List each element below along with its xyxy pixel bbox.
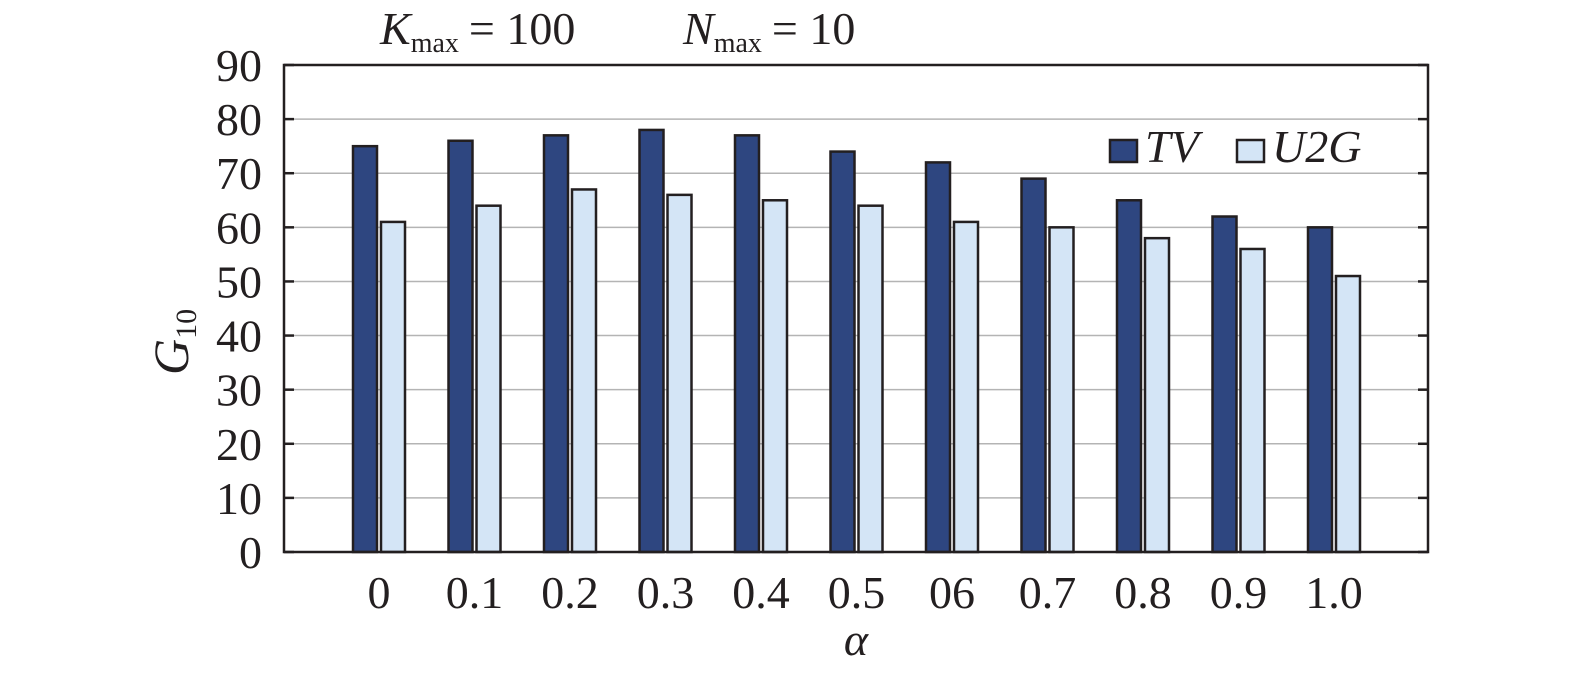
y-tick-label: 80 — [216, 94, 262, 145]
tick-marks — [284, 63, 1428, 554]
x-tick-label: 1.0 — [1305, 567, 1363, 618]
y-axis-label: G10 — [143, 309, 203, 375]
chart-title: Kmax = 100 Nmax = 10 — [379, 3, 855, 59]
x-tick-label: 0 — [368, 567, 391, 618]
bar-u2g-3 — [666, 193, 693, 554]
y-tick-label: 40 — [216, 311, 262, 362]
bar-u2g-5 — [857, 204, 884, 554]
bar-tv-9 — [1211, 215, 1238, 554]
bar-tv-2 — [542, 134, 570, 554]
y-axis-label-sub: 10 — [170, 309, 203, 339]
x-tick-labels: 0 0.1 0.2 0.3 0.4 0.5 06 0.7 0.8 0.9 1.0 — [368, 567, 1363, 618]
x-tick-label: 0.7 — [1019, 567, 1077, 618]
x-tick-label: 0.5 — [828, 567, 886, 618]
title-k-sub: max — [411, 28, 459, 59]
y-tick-label: 10 — [216, 473, 262, 524]
legend-label-u2g: U2G — [1272, 121, 1361, 172]
bar-tv-4 — [733, 134, 761, 554]
y-tick-label: 60 — [216, 202, 262, 253]
y-tick-label: 70 — [216, 148, 262, 199]
plot-frame — [282, 63, 1430, 554]
x-tick-label: 0.1 — [446, 567, 504, 618]
bar-u2g-7 — [1048, 226, 1075, 554]
bar-tv-5 — [829, 150, 856, 554]
bar-u2g-4 — [761, 199, 789, 554]
bar-tv-8 — [1115, 199, 1143, 554]
grid-lines — [284, 118, 1428, 499]
x-tick-label: 06 — [929, 567, 975, 618]
bars-group — [351, 128, 1362, 554]
bar-u2g-8 — [1143, 236, 1171, 554]
x-tick-label: 0.4 — [732, 567, 790, 618]
x-tick-label: 0.2 — [541, 567, 599, 618]
bar-tv-1 — [447, 139, 474, 554]
bar-u2g-0 — [379, 220, 407, 554]
bar-u2g-6 — [952, 220, 980, 554]
bar-u2g-10 — [1334, 274, 1362, 554]
bar-u2g-1 — [475, 204, 502, 554]
x-tick-label: 0.8 — [1114, 567, 1172, 618]
y-tick-label: 20 — [216, 419, 262, 470]
title-n-value: = 10 — [772, 3, 855, 54]
x-tick-label: 0.3 — [637, 567, 695, 618]
bar-tv-3 — [638, 128, 665, 554]
y-tick-label: 0 — [239, 527, 262, 578]
bar-u2g-2 — [570, 188, 598, 554]
bar-tv-6 — [924, 161, 952, 554]
bar-tv-10 — [1306, 226, 1334, 554]
legend-label-tv: TV — [1145, 121, 1204, 172]
legend: TV U2G — [1108, 121, 1361, 172]
title-n-symbol: N — [682, 3, 716, 54]
y-tick-label: 90 — [216, 40, 262, 91]
bar-u2g-9 — [1239, 247, 1266, 554]
bar-tv-0 — [351, 144, 379, 554]
y-tick-label: 50 — [216, 256, 262, 307]
legend-swatch-tv — [1108, 138, 1139, 164]
legend-swatch-u2g — [1235, 138, 1266, 164]
x-axis-label: α — [844, 614, 869, 665]
title-k-value: = 100 — [469, 3, 575, 54]
y-axis-label-symbol: G — [143, 339, 199, 375]
title-n-sub: max — [714, 28, 762, 59]
bar-tv-7 — [1020, 177, 1047, 554]
title-k-symbol: K — [379, 3, 413, 54]
x-tick-label: 0.9 — [1210, 567, 1268, 618]
y-tick-label: 30 — [216, 365, 262, 416]
